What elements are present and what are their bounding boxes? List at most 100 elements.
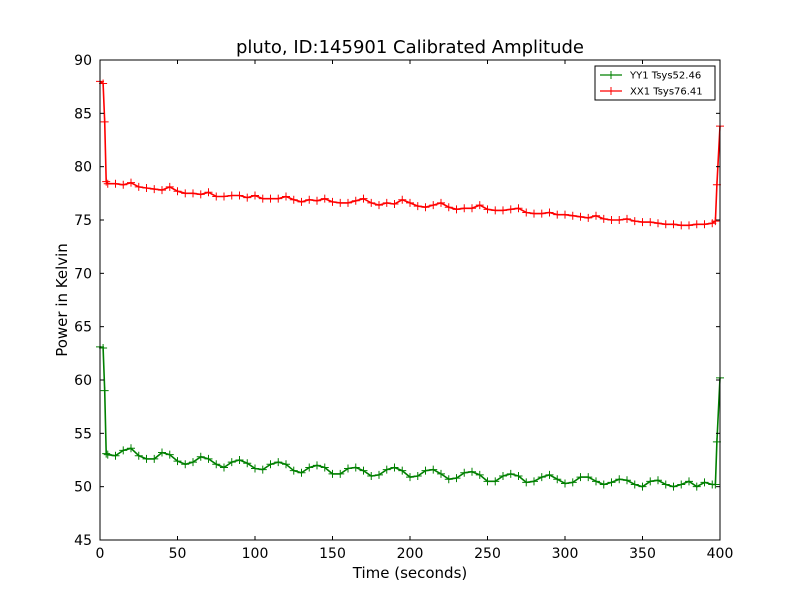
series-1-point bbox=[336, 469, 345, 478]
series-1-point bbox=[677, 480, 686, 489]
series-1-point bbox=[390, 463, 399, 472]
series-1-point bbox=[328, 469, 337, 478]
legend-entry-1: YY1 Tsys52.46 bbox=[600, 71, 701, 82]
series-1-point bbox=[320, 463, 329, 472]
series-1-point bbox=[584, 473, 593, 482]
series-2-point bbox=[313, 196, 321, 205]
series-1-point bbox=[100, 386, 109, 395]
series-1-point bbox=[452, 474, 461, 483]
series-layer bbox=[96, 77, 724, 491]
series-1-point bbox=[274, 458, 283, 467]
series-1-point bbox=[235, 456, 244, 464]
series-1-point bbox=[165, 450, 174, 459]
series-1-point bbox=[561, 479, 569, 488]
series-2-point bbox=[189, 189, 197, 198]
series-1-point bbox=[553, 475, 562, 484]
series-1-point bbox=[576, 473, 585, 482]
series-2-point bbox=[711, 217, 720, 226]
series-2-point bbox=[258, 194, 267, 203]
series-1-point bbox=[142, 454, 151, 463]
series-2-point bbox=[669, 220, 678, 229]
series-1-point bbox=[607, 478, 616, 487]
series-2-point bbox=[460, 204, 469, 213]
series-2-point bbox=[444, 203, 453, 212]
series-2-point bbox=[320, 194, 329, 203]
series-2-point bbox=[220, 192, 228, 201]
series-1-point bbox=[305, 463, 314, 472]
series-1-point bbox=[150, 454, 159, 463]
series-2-point bbox=[297, 197, 306, 206]
series-2-point bbox=[119, 180, 128, 189]
series-2-point bbox=[289, 195, 298, 204]
series-1-point bbox=[375, 470, 383, 479]
series-1-point bbox=[711, 480, 720, 489]
series-2-point bbox=[615, 216, 624, 224]
series-1-point bbox=[251, 464, 259, 473]
series-1-point bbox=[623, 476, 631, 485]
series-2-point bbox=[181, 189, 190, 198]
series-1-point bbox=[692, 482, 701, 491]
series-1-point bbox=[227, 458, 236, 467]
legend-entry-2: XX1 Tsys76.41 bbox=[600, 87, 703, 98]
series-1-point bbox=[266, 460, 275, 469]
series-2-point bbox=[506, 205, 515, 214]
series-2-point bbox=[367, 198, 376, 207]
series-2-point bbox=[282, 192, 290, 201]
series-1-point bbox=[158, 448, 166, 457]
series-1-point bbox=[568, 478, 577, 487]
series-2-point bbox=[568, 211, 577, 220]
series-2-point bbox=[158, 186, 166, 195]
series-1-point bbox=[367, 472, 376, 480]
series-1-point bbox=[638, 482, 647, 491]
y-tick-label: 85 bbox=[74, 106, 92, 122]
series-2-point bbox=[103, 179, 112, 188]
series-2-point bbox=[677, 221, 686, 230]
y-tick-label: 55 bbox=[74, 426, 92, 442]
series-1-point bbox=[475, 470, 484, 479]
y-tick-label: 60 bbox=[74, 373, 92, 389]
y-tick-label: 45 bbox=[74, 533, 92, 549]
series-1-point bbox=[444, 475, 453, 484]
series-2-point bbox=[646, 218, 655, 227]
series-1-point bbox=[282, 460, 290, 469]
y-tick-label: 75 bbox=[74, 213, 92, 229]
series-2-point bbox=[251, 191, 259, 200]
series-2-point bbox=[142, 184, 151, 192]
series-1-point bbox=[654, 476, 662, 485]
series-2-point bbox=[274, 194, 283, 203]
series-2-point bbox=[375, 201, 383, 210]
series-1-point bbox=[351, 463, 360, 472]
series-1-point bbox=[220, 463, 228, 472]
x-tick-label: 200 bbox=[397, 546, 424, 562]
series-1-point bbox=[514, 472, 523, 480]
series-1-point bbox=[243, 459, 252, 468]
series-1-point bbox=[127, 444, 135, 453]
series-2-point bbox=[592, 211, 600, 220]
y-tick-label: 90 bbox=[74, 53, 92, 69]
series-1-point bbox=[685, 477, 693, 486]
x-tick-label: 50 bbox=[169, 546, 187, 562]
series-1-point bbox=[102, 449, 111, 458]
series-1-point bbox=[204, 454, 213, 463]
series-2-point bbox=[561, 210, 569, 219]
series-1-point bbox=[196, 452, 205, 461]
series-2-point bbox=[685, 221, 693, 230]
series-2-point bbox=[165, 182, 174, 191]
series-1-point bbox=[483, 477, 492, 486]
legend-marker bbox=[607, 87, 615, 95]
y-axis-title: Power in Kelvin bbox=[53, 243, 71, 357]
series-1-point bbox=[669, 482, 678, 491]
series-1-point bbox=[592, 477, 600, 486]
series-1-point bbox=[181, 460, 190, 469]
series-1-point bbox=[530, 477, 538, 486]
series-1-point bbox=[134, 451, 143, 460]
series-2-point bbox=[359, 194, 368, 203]
legend-items: YY1 Tsys52.46 XX1 Tsys76.41 bbox=[600, 71, 703, 98]
series-1-point bbox=[359, 466, 368, 475]
series-2-point bbox=[499, 206, 507, 215]
series-2-point bbox=[607, 216, 616, 224]
x-tick-label: 350 bbox=[629, 546, 656, 562]
series-2-point bbox=[127, 178, 135, 187]
series-2-point bbox=[328, 197, 337, 206]
